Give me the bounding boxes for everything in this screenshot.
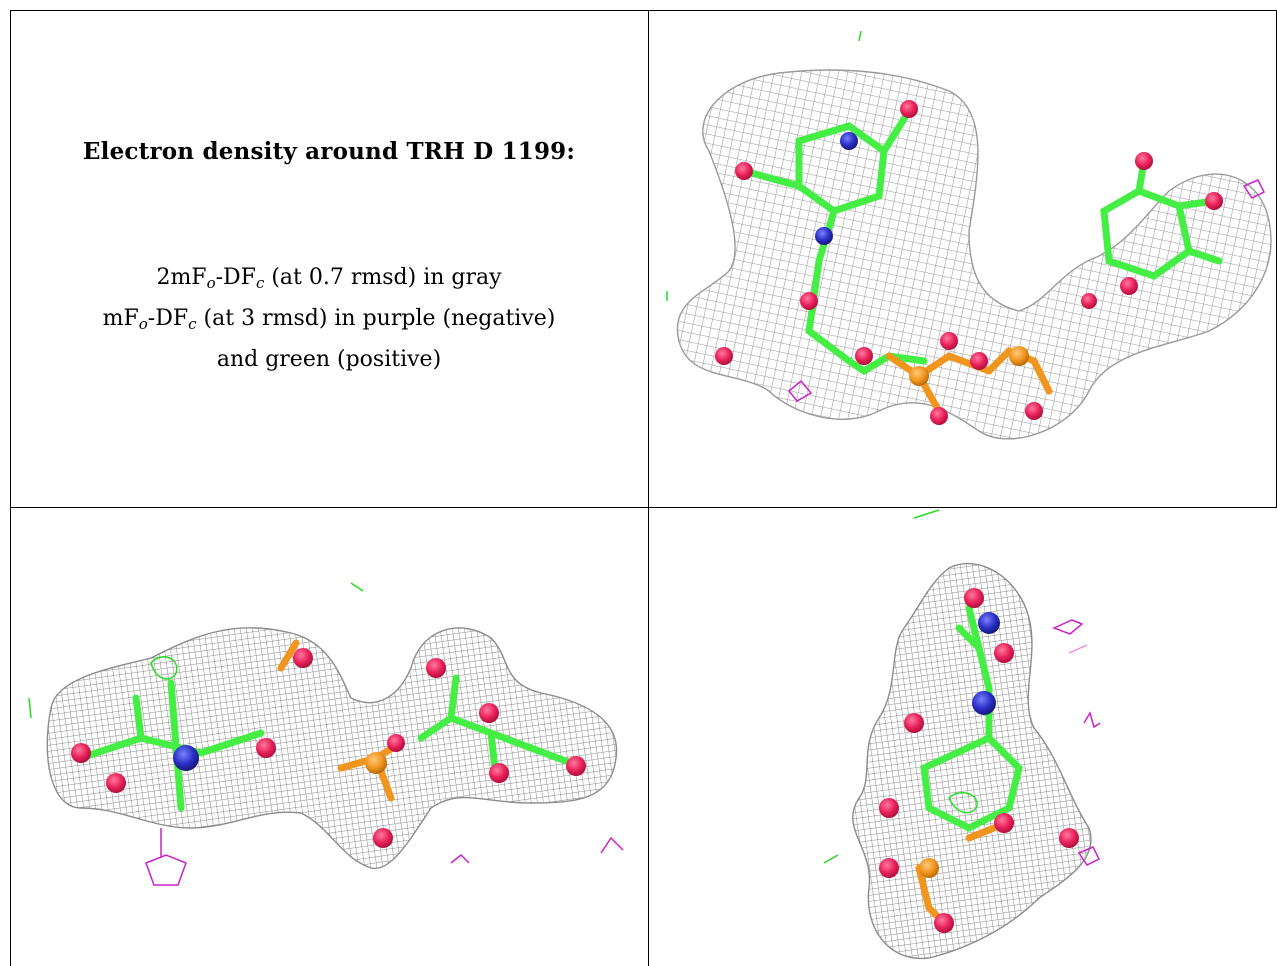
difference-density-blobs <box>666 30 1266 402</box>
caption-cell: Electron density around TRH D 1199: 2mFo… <box>10 10 648 507</box>
atoms <box>71 648 586 848</box>
density-mesh <box>46 627 618 870</box>
table-border-left <box>10 10 11 966</box>
difference-density-blobs <box>823 509 1101 866</box>
density-view-bottom-left <box>11 508 648 966</box>
table-border-top <box>10 10 1277 11</box>
atoms <box>879 588 1079 933</box>
density-mesh <box>852 563 1092 960</box>
density-view-top-right <box>649 11 1276 507</box>
difference-density-blobs <box>28 582 624 886</box>
table-divider-vertical <box>648 10 649 966</box>
atoms <box>715 100 1223 425</box>
caption-legend: 2mFo-DFc (at 0.7 rmsd) in gray mFo-DFc (… <box>10 260 648 378</box>
table-divider-horizontal <box>10 507 1277 508</box>
legend-line-green: and green (positive) <box>216 347 442 372</box>
legend-line-gray: 2mFo-DFc (at 0.7 rmsd) in gray <box>156 265 502 292</box>
legend-line-purple: mFo-DFc (at 3 rmsd) in purple (negative) <box>102 306 556 333</box>
caption-title: Electron density around TRH D 1199: <box>82 138 576 165</box>
density-view-bottom-right <box>649 508 1276 966</box>
